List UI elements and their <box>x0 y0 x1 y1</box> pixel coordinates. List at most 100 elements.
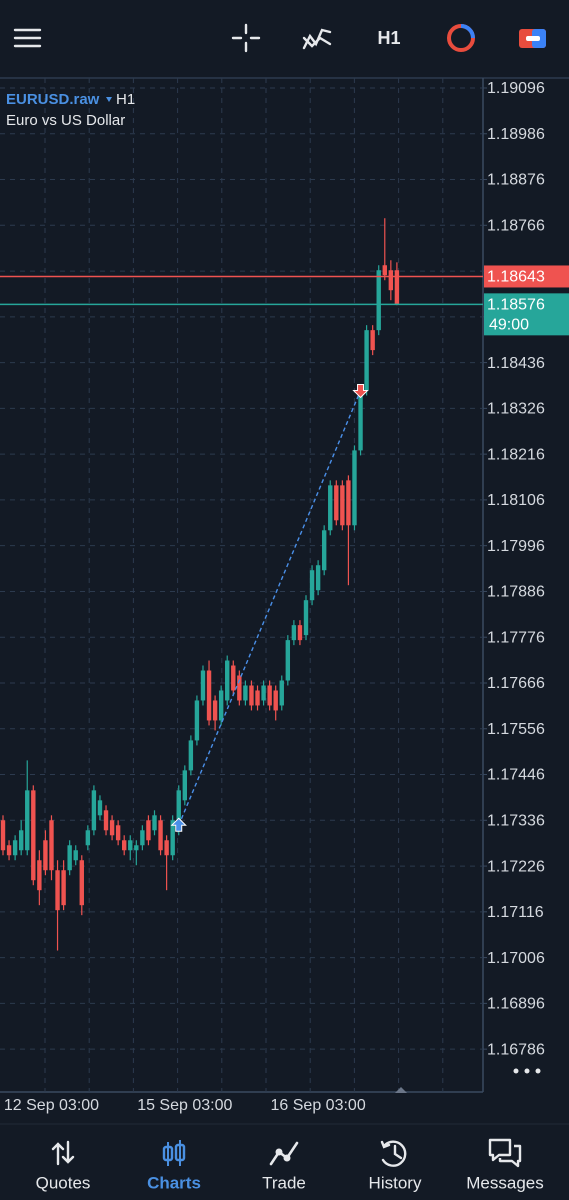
candle-body <box>61 870 66 906</box>
candle-body <box>6 845 12 856</box>
candle-body <box>237 675 242 701</box>
bid-label-bg <box>484 293 569 336</box>
y-tick-label: 1.17116 <box>487 904 544 921</box>
chart-timeframe: H1 <box>116 91 135 108</box>
candle-body <box>340 485 345 526</box>
trade-line <box>178 390 362 826</box>
candle-body <box>128 840 133 851</box>
more-button[interactable] <box>513 1068 541 1074</box>
nav-item[interactable]: Messages <box>466 1173 543 1192</box>
candle-body <box>273 690 278 711</box>
nav-item[interactable]: History <box>369 1173 422 1192</box>
trade-entry-arrow <box>170 817 187 832</box>
y-tick-label: 1.17446 <box>487 767 545 784</box>
candle-body <box>67 845 72 871</box>
candle-body <box>249 685 254 706</box>
candle-body <box>309 570 315 601</box>
icon-path <box>488 1138 522 1168</box>
candle-body <box>25 790 30 851</box>
candle-body <box>31 790 36 881</box>
y-tick-label: 1.18216 <box>487 446 545 463</box>
candle-body <box>79 860 84 906</box>
icon-rect <box>174 1143 186 1162</box>
candle-body <box>55 870 60 911</box>
candle-body <box>152 815 157 831</box>
candle-body <box>279 680 284 706</box>
trade-button[interactable] <box>447 24 475 52</box>
candle-body <box>103 810 109 831</box>
candle-body <box>85 830 91 846</box>
y-tick-label: 1.17336 <box>487 813 545 830</box>
symbol-dropdown[interactable] <box>106 97 112 102</box>
one-click-button[interactable] <box>519 29 546 48</box>
candle-body <box>73 850 78 861</box>
y-tick-label: 1.18876 <box>487 172 545 189</box>
candle-body <box>291 625 297 641</box>
nav-bar: Quotes Charts Trade History Messages <box>36 1173 544 1192</box>
icon-dot <box>275 1148 283 1156</box>
y-tick-label: 1.17886 <box>487 584 545 601</box>
y-tick-label: 1.16786 <box>487 1041 545 1058</box>
x-tick-label: 15 Sep 03:00 <box>137 1097 232 1114</box>
candle-body <box>261 685 266 701</box>
candle-body <box>267 685 272 706</box>
timeframe-button[interactable]: H1 <box>377 28 400 48</box>
indicators-button[interactable] <box>302 28 332 50</box>
candle-body <box>364 330 369 391</box>
nav-item[interactable]: Quotes <box>36 1173 91 1192</box>
candle-body <box>122 840 127 851</box>
candle-body <box>109 820 115 836</box>
y-tick-label: 1.17556 <box>487 721 545 738</box>
symbol-description: Euro vs US Dollar <box>6 112 125 129</box>
candle-body <box>176 790 181 831</box>
icon-path <box>380 1140 407 1167</box>
candle-body <box>382 265 387 276</box>
candle-body <box>218 690 224 721</box>
candle-body <box>158 820 163 851</box>
ask-label: 1.18643 <box>487 269 545 286</box>
candle-body <box>115 825 121 841</box>
grid <box>0 78 483 1092</box>
icon-rect <box>526 36 540 41</box>
x-tick-label: 12 Sep 03:00 <box>4 1097 99 1114</box>
candle-body <box>37 860 42 891</box>
candle-body <box>315 565 321 591</box>
candle-body <box>231 665 236 691</box>
y-tick-label: 1.18436 <box>487 355 545 372</box>
menu-button[interactable] <box>13 28 42 48</box>
crosshair-button[interactable] <box>231 23 261 53</box>
candle-body <box>321 530 327 571</box>
symbol[interactable]: EURUSD.raw <box>6 91 100 108</box>
candle-body <box>91 790 97 831</box>
candle-body <box>225 660 230 701</box>
messages-icon <box>488 1138 522 1168</box>
candle-body <box>358 390 363 451</box>
candle-body <box>370 330 375 351</box>
y-tick-label: 1.18106 <box>487 492 545 509</box>
scroll-marker[interactable] <box>395 1087 407 1093</box>
candle-body <box>297 625 303 641</box>
candle-body <box>134 845 139 851</box>
bar-countdown: 49:00 <box>489 317 529 334</box>
candle-body <box>182 770 187 801</box>
icon-rect <box>162 1145 174 1162</box>
y-tick-label: 1.17666 <box>487 675 545 692</box>
icon-dot <box>283 1154 291 1162</box>
y-tick-label: 1.18986 <box>487 126 545 143</box>
icon-path <box>51 1140 75 1166</box>
y-tick-label: 1.18766 <box>487 218 545 235</box>
candle-body <box>164 840 169 856</box>
y-tick-label: 1.18326 <box>487 401 545 418</box>
ask-label-bg <box>484 265 569 288</box>
y-tick-label: 1.19096 <box>487 80 545 97</box>
nav-item[interactable]: Charts <box>147 1173 201 1192</box>
candle-body <box>170 820 175 856</box>
candle-body <box>243 685 248 701</box>
plot <box>0 218 483 951</box>
candle-body <box>394 270 400 305</box>
nav-item[interactable]: Trade <box>262 1173 306 1192</box>
y-tick-label: 1.17006 <box>487 950 545 967</box>
